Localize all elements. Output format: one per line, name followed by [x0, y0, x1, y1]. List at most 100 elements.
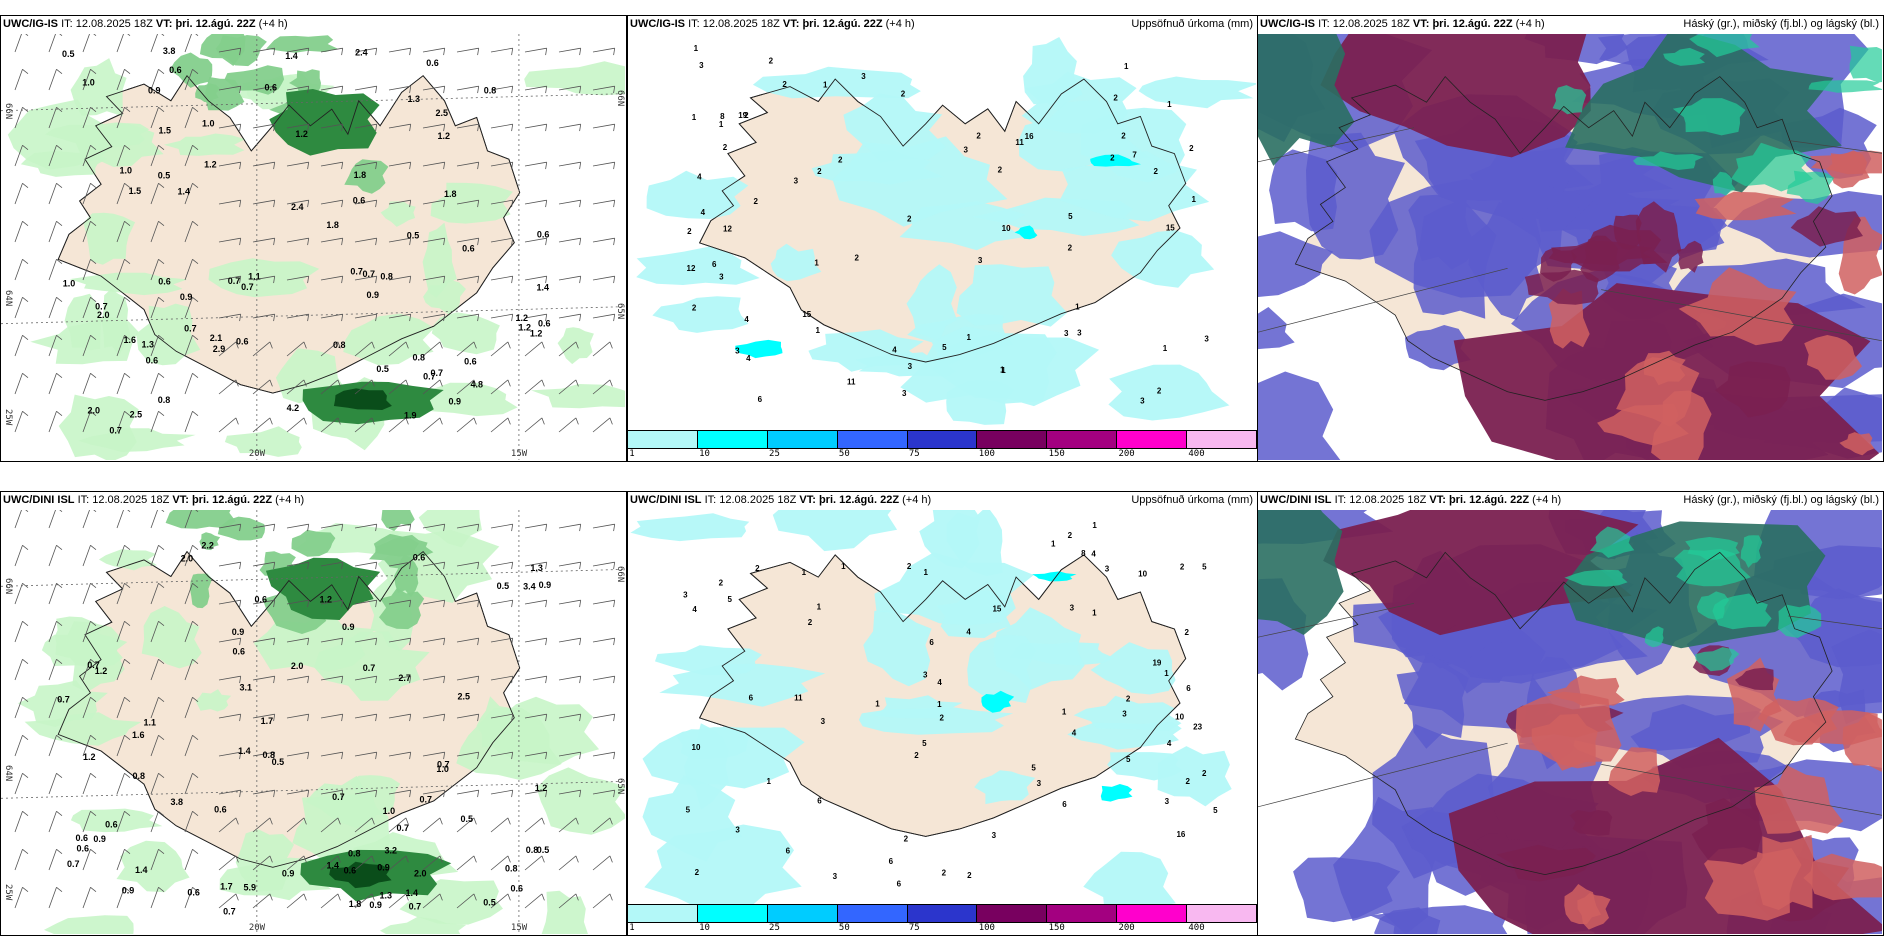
low-cloud-area — [1540, 247, 1577, 282]
wind-barb — [116, 182, 131, 205]
wind-barb — [490, 47, 514, 56]
precip-value-label: 6 — [712, 260, 717, 269]
precip-area-light — [141, 606, 202, 669]
low-cloud-area — [1635, 201, 1682, 273]
precip-rate-label: 0.6 — [511, 883, 524, 893]
precip-value-label: 10 — [1002, 224, 1011, 233]
wind-barb — [490, 341, 511, 357]
precip-rate-label: 1.4 — [537, 283, 550, 293]
precip-value-label: 6 — [929, 638, 934, 647]
latitude-axis-label: 66N — [3, 102, 13, 119]
precip-value-label: 10 — [692, 743, 701, 752]
init-time: 12.08.2025 18Z — [702, 18, 780, 30]
precip-area-1-10mm — [843, 93, 946, 163]
wind-barb — [82, 658, 97, 681]
wind-barb — [592, 523, 616, 532]
precip-rate-label: 0.6 — [413, 553, 426, 563]
colorbar-tick-label: 100 — [978, 923, 995, 933]
wind-barb — [456, 85, 480, 94]
precip-rate-label: 0.7 — [437, 759, 450, 769]
precip-area-moderate — [189, 573, 213, 609]
map-canvas[interactable] — [1258, 34, 1882, 460]
colorbar-swatch — [977, 905, 1048, 922]
precip-value-label: 1 — [814, 258, 819, 267]
low-cloud-area — [1803, 853, 1882, 901]
wind-barb — [82, 182, 97, 205]
wind-barb — [14, 296, 29, 319]
precip-value-label: 12 — [687, 264, 696, 273]
low-cloud-area — [1515, 691, 1622, 771]
wind-barb — [592, 561, 616, 570]
wind-barb — [218, 599, 242, 608]
wind-barb — [82, 220, 97, 243]
precip-value-label: 3 — [1070, 603, 1075, 612]
wind-barb — [252, 199, 276, 208]
high-cloud-area — [1564, 569, 1628, 587]
precip-value-label: 4 — [744, 315, 749, 324]
wind-barb — [286, 561, 310, 570]
wind-barb — [48, 848, 63, 871]
wind-barb — [354, 893, 375, 909]
wind-barb — [14, 810, 29, 833]
precip-rate-label: 0.8 — [380, 271, 393, 281]
precip-rate-label: 0.6 — [537, 229, 550, 239]
wind-barb — [286, 713, 310, 722]
precip-area-1-10mm — [870, 695, 963, 719]
wind-barb — [490, 561, 514, 570]
precip-area-light — [70, 58, 127, 117]
wind-barb — [558, 855, 579, 871]
wind-barb — [218, 789, 242, 798]
wind-barb — [490, 123, 514, 132]
wind-barb — [490, 599, 514, 608]
wind-barb — [524, 379, 545, 395]
colorbar-tick-label: 50 — [838, 449, 850, 459]
wind-barb — [422, 523, 446, 532]
wind-barb — [592, 893, 613, 909]
wind-barb — [558, 85, 582, 94]
wind-barb — [422, 817, 443, 833]
precip-area-1-10mm — [636, 246, 760, 285]
precip-rate-label: 1.0 — [63, 279, 76, 289]
wind-barb — [14, 258, 29, 281]
precip-area-light — [536, 767, 625, 835]
wind-barb — [524, 855, 545, 871]
map-canvas[interactable]: 2112542341061511543613222510231966212456… — [628, 510, 1256, 904]
wind-barb — [592, 599, 616, 608]
colorbar-tick-label: 1 — [629, 923, 635, 933]
wind-barb — [116, 106, 131, 129]
wind-barb — [116, 544, 131, 567]
low-cloud-area — [1651, 390, 1712, 460]
precip-rate-label: 0.7 — [332, 792, 345, 802]
wind-barb — [286, 275, 310, 284]
wind-barb — [456, 713, 480, 722]
wind-barb — [388, 313, 412, 322]
init-time: 12.08.2025 18Z — [92, 494, 170, 506]
mid-cloud-area — [1269, 149, 1338, 232]
colorbar-swatch — [837, 905, 908, 922]
precip-value-label: 3 — [735, 346, 740, 355]
wind-barb — [252, 599, 276, 608]
wind-barb — [218, 313, 242, 322]
precip-rate-layer — [17, 510, 625, 934]
wind-barb — [184, 34, 199, 53]
map-canvas[interactable] — [1258, 510, 1882, 934]
wind-barb — [524, 199, 548, 208]
wind-barb — [286, 599, 310, 608]
colorbar-swatch — [697, 905, 768, 922]
map-canvas[interactable]: 0.52.01.82.00.90.71.20.70.81.20.50.91.11… — [1, 510, 625, 934]
wind-barb — [388, 751, 412, 760]
precip-rate-label: 0.7 — [67, 859, 80, 869]
precip-rate-label: 0.9 — [366, 290, 379, 300]
wind-barb — [252, 161, 276, 170]
wind-barb — [558, 599, 582, 608]
wind-barb — [354, 313, 378, 322]
map-canvas[interactable]: 0.70.60.81.51.22.11.20.70.71.80.91.00.84… — [1, 34, 625, 460]
wind-barb — [592, 123, 616, 132]
wind-barb — [218, 637, 242, 646]
wind-barb — [218, 751, 242, 760]
high-cloud-area — [1849, 45, 1882, 83]
precip-value-label: 2 — [904, 834, 909, 843]
precip-value-label: 1 — [1164, 669, 1169, 678]
wind-barb — [524, 893, 545, 909]
